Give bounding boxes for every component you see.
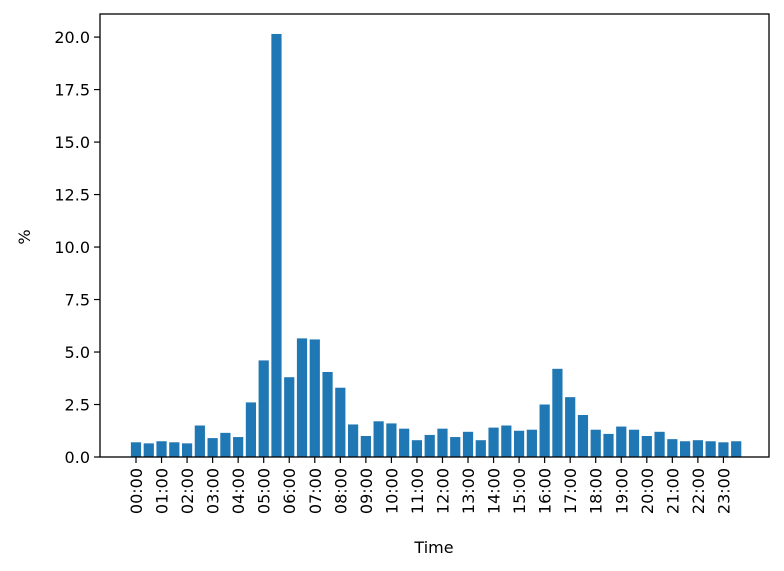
bar-2230 [705,441,716,457]
bar-0330 [220,432,231,457]
bar-1000 [386,423,397,457]
y-tick-label: 5.0 [65,343,90,362]
x-tick-label: 09:00 [357,468,376,514]
x-tick-label: 17:00 [561,468,580,514]
x-axis-label: Time [413,538,453,557]
bar-1700 [565,397,576,457]
bar-0830 [347,424,359,457]
bar-1330 [475,440,486,457]
plot-frame [99,13,770,458]
bar-0500 [258,360,269,457]
bar-1930 [628,429,640,457]
bar-0430 [245,402,257,457]
bar-2130 [680,441,691,457]
bar-0130 [169,442,180,457]
x-tick-label: 20:00 [638,468,657,514]
x-tick-label: 07:00 [306,468,325,514]
bar-0200 [181,443,193,457]
bar-1500 [514,430,525,457]
bar-1800 [590,429,601,457]
bar-1230 [450,437,461,457]
bar-1400 [488,427,499,457]
bar-0630 [296,338,308,457]
x-tick-label: 10:00 [382,468,401,514]
bar-0530 [271,33,282,457]
bar-0700 [309,339,320,457]
bar-2200 [692,440,703,457]
x-axis-ticks: 00:00 01:00 02:00 03:00 04:00 05:00 06:00 07:00… [127,457,733,514]
x-tick-label: 03:00 [204,468,223,514]
bar-2100 [667,439,678,457]
bar-1430 [501,425,512,457]
bar-1300 [462,431,474,457]
bar-2300 [718,442,729,457]
bar-1600 [539,404,550,457]
bar-0000 [130,442,142,457]
bar-1830 [603,433,614,457]
bar-1630 [552,368,563,457]
bar-0900 [360,436,371,457]
x-tick-label: 16:00 [536,468,555,514]
y-tick-label: 7.5 [65,291,90,310]
bar-0400 [233,437,244,457]
x-tick-label: 22:00 [689,468,708,514]
x-tick-label: 19:00 [612,468,631,514]
bar-0800 [335,387,346,457]
bar-0930 [373,421,384,457]
x-tick-label: 06:00 [280,468,299,514]
bars-group [130,33,742,457]
x-tick-label: 11:00 [408,468,427,514]
x-tick-label: 00:00 [127,468,146,514]
x-tick-label: 05:00 [255,468,274,514]
x-tick-label: 01:00 [153,468,172,514]
y-axis-label: % [15,229,34,244]
bar-0030 [143,443,154,457]
x-tick-label: 21:00 [663,468,682,514]
x-tick-label: 15:00 [510,468,529,514]
y-tick-label: 17.5 [54,81,90,100]
bar-2000 [641,436,652,457]
bar-2030 [654,431,665,457]
bar-0100 [156,441,167,457]
y-axis-ticks: 0.0 2.5 5.0 7.5 10.0 12.5 15.0 17.5 20.0 [54,28,100,467]
y-tick-label: 15.0 [54,133,90,152]
x-tick-label: 02:00 [178,468,197,514]
y-tick-label: 20.0 [54,28,90,47]
x-tick-label: 14:00 [485,468,504,514]
bar-1200 [437,428,448,457]
x-tick-label: 12:00 [433,468,452,514]
y-tick-label: 2.5 [65,396,90,415]
x-tick-label: 18:00 [587,468,606,514]
bar-1900 [616,426,627,457]
x-tick-label: 08:00 [331,468,350,514]
bar-1030 [399,428,410,457]
bar-1100 [411,440,423,457]
bar-1530 [526,429,537,457]
bar-0230 [194,425,205,457]
bar-0300 [207,438,218,457]
bar-0600 [284,377,295,457]
y-tick-label: 10.0 [54,238,90,257]
y-tick-label: 12.5 [54,186,90,205]
bar-1730 [577,415,589,457]
x-tick-label: 13:00 [459,468,478,514]
x-tick-label: 04:00 [229,468,248,514]
x-tick-label: 23:00 [714,468,733,514]
bar-1130 [424,434,435,457]
bar-0730 [322,371,333,457]
bar-2330 [731,441,742,457]
y-tick-label: 0.0 [65,448,90,467]
